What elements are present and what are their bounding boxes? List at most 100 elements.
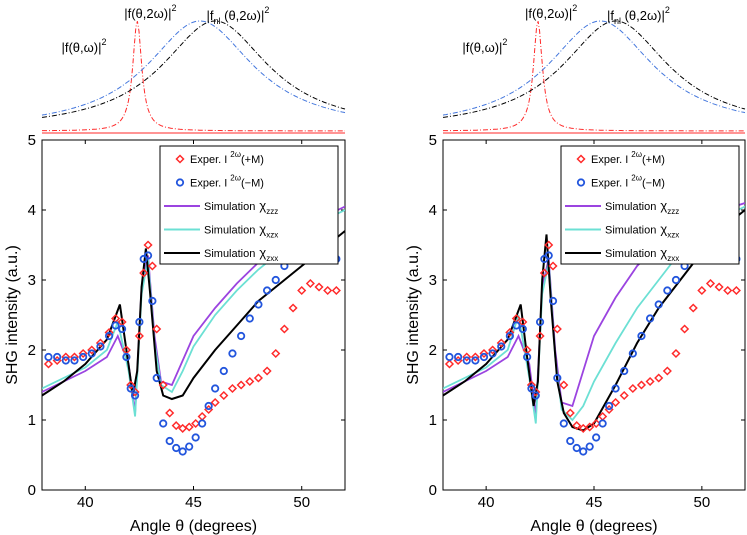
point-minus-m <box>531 391 540 400</box>
legend-label-chi: χ <box>259 198 266 213</box>
point-minus-m <box>671 275 681 285</box>
point-minus-m <box>544 251 553 260</box>
inset-label-f-omega-sup: 2 <box>101 37 106 47</box>
point-minus-m <box>592 433 601 442</box>
point-minus-m <box>148 296 157 306</box>
point-minus-m <box>228 349 237 358</box>
point-plus-m <box>61 352 71 362</box>
inset-label-f-nl-text: (θ,2ω)| <box>621 8 665 23</box>
legend-label-2: Simulation χzzz <box>204 198 278 216</box>
inset-label-f-2omega: |f(θ,2ω)|2 <box>124 3 176 21</box>
legend-marker-diamond <box>175 154 185 164</box>
point-plus-m <box>288 303 298 313</box>
point-minus-m <box>512 321 521 330</box>
y-tick-label: 3 <box>429 272 437 289</box>
point-plus-m <box>505 327 515 338</box>
point-minus-m <box>479 352 489 362</box>
point-minus-m <box>271 275 280 285</box>
point-plus-m <box>714 282 724 292</box>
inset-label-f-2omega: |f(θ,2ω)|2 <box>525 3 577 21</box>
y-tick-label: 0 <box>28 482 36 499</box>
point-plus-m <box>126 380 136 390</box>
point-plus-m <box>462 352 472 362</box>
point-plus-m <box>191 418 201 429</box>
inset-label-f-nl: |fnl (θ,2ω)|2 <box>206 5 269 26</box>
inset-curve-f-nl <box>442 20 746 118</box>
point-plus-m <box>331 285 341 296</box>
point-plus-m <box>262 366 272 376</box>
y-tick-label: 2 <box>429 342 437 359</box>
legend-label-3: Simulation χxzx <box>204 222 278 240</box>
inset-label-f-omega: |f(θ,ω)|2 <box>462 37 507 55</box>
legend-label-0: Exper. I 2ω(+M) <box>591 150 665 166</box>
point-minus-m <box>559 419 568 428</box>
point-plus-m <box>69 352 80 362</box>
legend-label-sup: 2ω <box>631 174 642 183</box>
point-plus-m <box>104 327 114 338</box>
point-minus-m <box>548 296 558 306</box>
legend-label-tail: (−M) <box>642 178 665 190</box>
point-plus-m <box>535 331 545 341</box>
point-plus-m <box>559 380 569 390</box>
point-plus-m <box>95 338 105 348</box>
point-plus-m <box>628 383 638 394</box>
point-plus-m <box>297 285 307 296</box>
point-plus-m <box>314 282 324 292</box>
inset-curve-f-2omega <box>41 20 346 116</box>
x-tick-label: 50 <box>694 494 711 511</box>
y-tick-label: 2 <box>28 342 36 359</box>
point-plus-m <box>636 380 647 390</box>
point-minus-m <box>87 349 96 358</box>
legend-label-sup: 2ω <box>230 174 241 183</box>
y-tick-label: 3 <box>28 272 36 289</box>
legend-label-4: Simulation χzxx <box>605 245 679 263</box>
point-plus-m <box>654 373 664 383</box>
point-plus-m <box>645 376 655 387</box>
inset-label-f-nl: |fnl (θ,2ω)|2 <box>607 5 670 26</box>
legend-label-sub: zzz <box>266 207 278 216</box>
x-tick-label: 40 <box>77 494 94 511</box>
point-minus-m <box>159 419 168 428</box>
legend-label-sub: zxx <box>667 254 679 263</box>
point-minus-m <box>172 443 181 453</box>
legend-label-chi: χ <box>660 245 667 260</box>
point-minus-m <box>585 442 594 451</box>
point-plus-m <box>548 261 558 271</box>
left-panel: |f(θ,ω)|2|f(θ,2ω)|2 |fnl (θ,2ω)|201234540… <box>4 3 346 535</box>
legend-label-1: Exper. I 2ω(−M) <box>591 174 665 190</box>
legend-label-chi: χ <box>660 198 667 213</box>
point-minus-m <box>535 317 545 327</box>
y-tick-label: 5 <box>429 132 437 149</box>
legend-label-2: Simulation χzzz <box>605 198 679 216</box>
point-minus-m <box>518 324 527 334</box>
point-plus-m <box>565 408 575 418</box>
legend-label-sub: xzx <box>667 231 679 240</box>
x-axis-label: Angle θ (degrees) <box>530 518 657 535</box>
point-plus-m <box>688 303 698 313</box>
x-tick-label: 40 <box>478 494 495 511</box>
legend-label-chi: χ <box>259 222 266 237</box>
legend-label-sub: zxx <box>266 254 278 263</box>
point-plus-m <box>197 411 207 422</box>
point-minus-m <box>611 384 620 393</box>
legend-label-chi: χ <box>259 245 266 260</box>
y-tick-label: 1 <box>429 412 437 429</box>
legend-label-tail: (+M) <box>642 154 665 166</box>
legend-label-sub: zzz <box>667 207 679 216</box>
inset-label-f-omega-sup: 2 <box>502 37 507 47</box>
point-minus-m <box>527 384 536 393</box>
point-plus-m <box>143 240 153 250</box>
point-minus-m <box>553 373 562 383</box>
point-minus-m <box>135 317 144 327</box>
point-minus-m <box>204 401 213 411</box>
point-minus-m <box>579 447 588 456</box>
inset-label-f-nl-sup: 2 <box>665 5 670 15</box>
legend-marker-circle <box>576 178 586 187</box>
point-plus-m <box>245 376 255 387</box>
point-minus-m <box>262 286 272 295</box>
point-plus-m <box>680 324 690 334</box>
point-minus-m <box>620 366 629 376</box>
point-minus-m <box>178 447 187 456</box>
point-plus-m <box>227 383 238 394</box>
